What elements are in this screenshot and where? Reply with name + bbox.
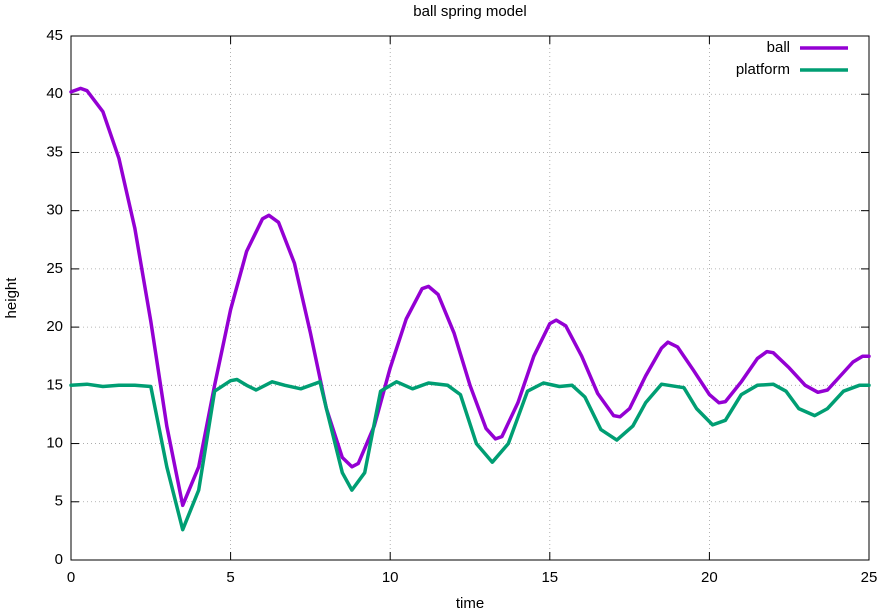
- y-tick-label: 40: [46, 85, 63, 102]
- chart-title: ball spring model: [413, 3, 526, 20]
- legend-label: ball: [767, 39, 790, 56]
- x-axis-label: time: [456, 595, 484, 612]
- y-tick-label: 35: [46, 143, 63, 160]
- y-tick-label: 25: [46, 260, 63, 277]
- x-tick-label: 5: [226, 569, 234, 586]
- x-tick-label: 25: [861, 569, 878, 586]
- x-tick-label: 20: [701, 569, 718, 586]
- y-tick-label: 20: [46, 318, 63, 335]
- series-line: [69, 86, 871, 508]
- y-tick-label: 30: [46, 202, 63, 219]
- y-tick-label: 10: [46, 435, 63, 452]
- y-tick-label: 5: [55, 493, 63, 510]
- x-tick-label: 10: [382, 569, 399, 586]
- x-tick-label: 0: [67, 569, 75, 586]
- x-tick-label: 15: [541, 569, 558, 586]
- plot-frame: [70, 35, 870, 561]
- y-tick-label: 0: [55, 551, 63, 568]
- y-tick-label: 45: [46, 27, 63, 44]
- y-axis-label: height: [3, 277, 20, 319]
- legend-label: platform: [736, 61, 790, 78]
- series-line: [69, 377, 871, 532]
- y-tick-label: 15: [46, 376, 63, 393]
